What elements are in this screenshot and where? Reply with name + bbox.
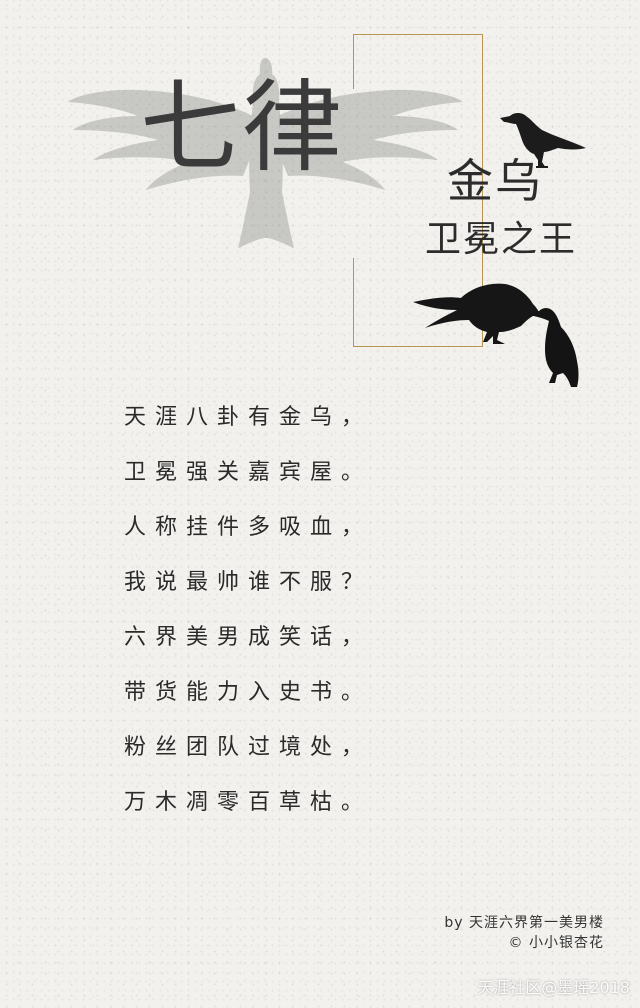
copyright-credit: © 小小银杏花	[508, 935, 604, 951]
gold-frame	[353, 34, 483, 347]
eagle-silhouette-icon	[68, 58, 463, 248]
poem-line: 我说最帅谁不服？	[124, 570, 373, 595]
crow-left-icon	[413, 283, 541, 344]
gold-frame-left-top	[353, 34, 354, 89]
poem-line: 万木凋零百草枯。	[124, 790, 373, 815]
poem-body: 天涯八卦有金乌， 卫冕强关嘉宾屋。 人称挂件多吸血， 我说最帅谁不服？ 六界美男…	[124, 390, 444, 830]
author-credit: by 天涯六界第一美男楼	[444, 915, 604, 931]
site-watermark: 天涯社区@墨瑶2018	[477, 978, 630, 997]
gold-frame-left-bottom	[353, 258, 354, 347]
poem-line: 六界美男成笑话，	[124, 625, 373, 650]
poem-line: 天涯八卦有金乌，	[124, 405, 373, 430]
subtitle-line-1: 金乌	[447, 154, 543, 208]
poem-line: 人称挂件多吸血，	[124, 515, 373, 540]
poem-line: 粉丝团队过境处，	[124, 735, 373, 760]
subtitle-line-2: 卫冕之王	[425, 219, 578, 260]
poem-line: 带货能力入史书。	[124, 680, 373, 705]
crow-top-icon	[500, 113, 586, 168]
poem-title: 七律	[140, 69, 344, 186]
poem-line: 卫冕强关嘉宾屋。	[124, 460, 373, 485]
crow-right-icon	[529, 308, 579, 387]
